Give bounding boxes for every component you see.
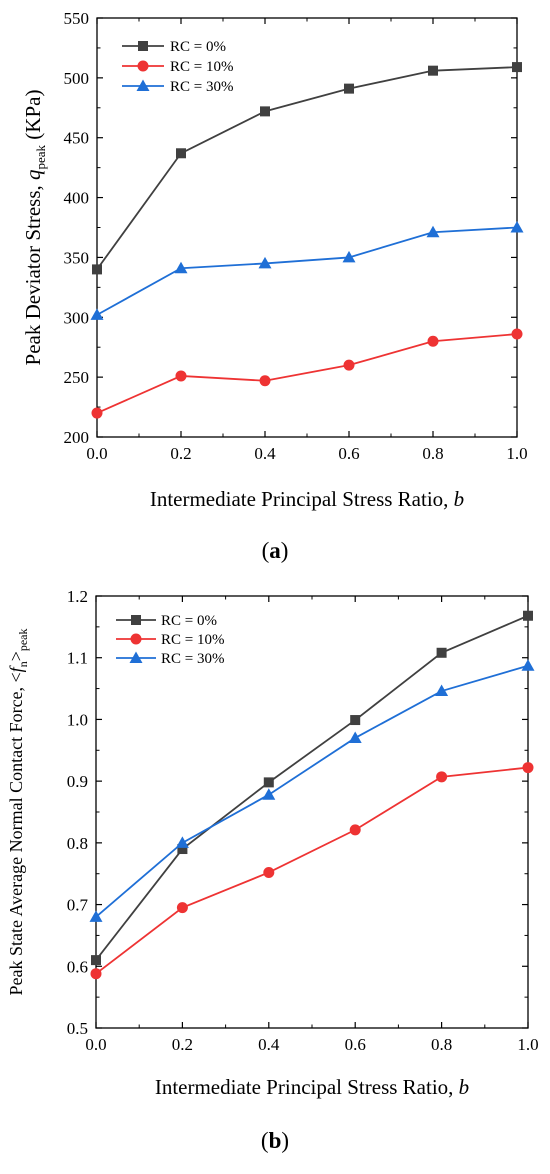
data-point-series-2 xyxy=(343,359,355,371)
data-point-series-3 xyxy=(90,308,104,320)
x-tick-label: 1.0 xyxy=(506,444,527,463)
series-line-1 xyxy=(95,614,529,961)
data-point-series-1 xyxy=(350,715,361,726)
x-tick-label: 1.0 xyxy=(517,1035,538,1054)
y-tick-label: 0.5 xyxy=(67,1019,88,1038)
legend-label: RC = 10% xyxy=(161,632,224,648)
y-tick-label: 450 xyxy=(64,129,90,148)
y-tick-label: 550 xyxy=(64,9,90,28)
data-point-series-2 xyxy=(427,335,439,347)
x-tick-label: 0.6 xyxy=(338,444,359,463)
data-point-series-3 xyxy=(510,221,524,233)
x-axis-label: Intermediate Principal Stress Ratio, b xyxy=(150,487,464,511)
y-tick-label: 1.2 xyxy=(67,587,88,606)
x-tick-label: 0.0 xyxy=(85,1035,106,1054)
chart-panel-b: 0.0 0.2 0.4 0.6 0.8 1.0 0.5 0.6 0.7 0.8 0.9 1.0 1.1 1… xyxy=(6,587,539,1153)
legend-label: RC = 30% xyxy=(170,79,233,95)
x-tick-label: 0.8 xyxy=(431,1035,452,1054)
data-point-series-3 xyxy=(258,256,272,269)
legend-label: RC = 0% xyxy=(161,613,217,629)
data-point-series-3 xyxy=(521,659,535,671)
data-point-series-1 xyxy=(91,955,101,966)
legend-label: RC = 30% xyxy=(161,651,224,667)
data-point-series-3 xyxy=(174,261,188,274)
y-tick-label: 0.8 xyxy=(67,834,88,853)
panel-label: (b) xyxy=(261,1128,289,1153)
x-axis-label: Intermediate Principal Stress Ratio, b xyxy=(155,1075,469,1099)
legend-marker xyxy=(136,79,150,91)
y-tick-label: 0.9 xyxy=(67,772,88,791)
x-tick-label: 0.4 xyxy=(254,444,276,463)
data-point-series-2 xyxy=(175,370,187,382)
data-point-series-2 xyxy=(522,762,534,774)
y-tick-label: 0.7 xyxy=(67,896,89,915)
y-tick-label: 0.6 xyxy=(67,957,88,976)
data-point-series-2 xyxy=(263,866,275,878)
y-tick-label: 350 xyxy=(64,248,90,267)
x-tick-label: 0.2 xyxy=(170,444,191,463)
chart-panel-a: 0.0 0.2 0.4 0.6 0.8 1.0 200 250 300 350 400 450 500 5… xyxy=(21,9,528,563)
y-tick-label: 1.0 xyxy=(67,710,88,729)
legend-marker xyxy=(137,60,149,72)
series-line-3 xyxy=(96,226,518,316)
legend-marker xyxy=(129,651,143,663)
plot-frame xyxy=(96,17,518,438)
legend-marker xyxy=(131,615,141,625)
y-tick-label: 500 xyxy=(64,69,90,88)
data-point-series-2 xyxy=(349,824,361,836)
data-point-series-3 xyxy=(262,788,276,800)
y-tick-label: 200 xyxy=(64,428,90,447)
data-point-series-3 xyxy=(89,910,103,922)
data-point-series-2 xyxy=(259,375,271,387)
legend-marker xyxy=(138,41,148,51)
data-point-series-3 xyxy=(435,684,449,697)
x-tick-label: 0.6 xyxy=(345,1035,366,1054)
data-point-series-1 xyxy=(428,65,438,76)
y-tick-label: 250 xyxy=(64,368,90,387)
data-point-series-1 xyxy=(436,647,447,658)
x-tick-label: 0.0 xyxy=(86,444,107,463)
x-tick-label: 0.4 xyxy=(258,1035,280,1054)
series-line-2 xyxy=(96,333,518,414)
data-point-series-3 xyxy=(175,836,189,848)
data-point-series-2 xyxy=(511,328,523,340)
data-point-series-1 xyxy=(512,62,522,73)
x-tick-label: 0.8 xyxy=(422,444,443,463)
y-tick-label: 1.1 xyxy=(67,649,88,668)
y-axis-label: Peak State Average Normal Contact Force,… xyxy=(6,628,30,995)
data-point-series-1 xyxy=(344,83,354,94)
data-point-series-2 xyxy=(91,407,103,419)
data-point-series-1 xyxy=(92,264,102,275)
data-point-series-3 xyxy=(348,731,362,743)
series-line-2 xyxy=(95,766,529,975)
data-point-series-1 xyxy=(260,106,270,117)
data-point-series-2 xyxy=(176,902,188,914)
y-tick-label: 300 xyxy=(64,308,90,327)
series-line-3 xyxy=(95,664,529,918)
x-tick-label: 0.2 xyxy=(172,1035,193,1054)
legend-label: RC = 0% xyxy=(170,39,226,55)
data-point-series-1 xyxy=(263,777,274,788)
panel-label: (a) xyxy=(262,538,289,563)
legend-label: RC = 10% xyxy=(170,59,233,75)
y-axis-label: Peak Deviator Stress, qpeak (KPa) xyxy=(21,90,48,366)
series-line-1 xyxy=(96,66,518,270)
data-point-series-3 xyxy=(342,250,356,263)
data-point-series-2 xyxy=(90,968,102,980)
data-point-series-1 xyxy=(523,610,533,621)
data-point-series-1 xyxy=(177,844,188,855)
data-point-series-2 xyxy=(436,771,448,783)
legend-marker xyxy=(130,633,142,645)
data-point-series-1 xyxy=(176,148,186,159)
data-point-series-3 xyxy=(426,225,440,238)
y-tick-label: 400 xyxy=(64,189,90,208)
